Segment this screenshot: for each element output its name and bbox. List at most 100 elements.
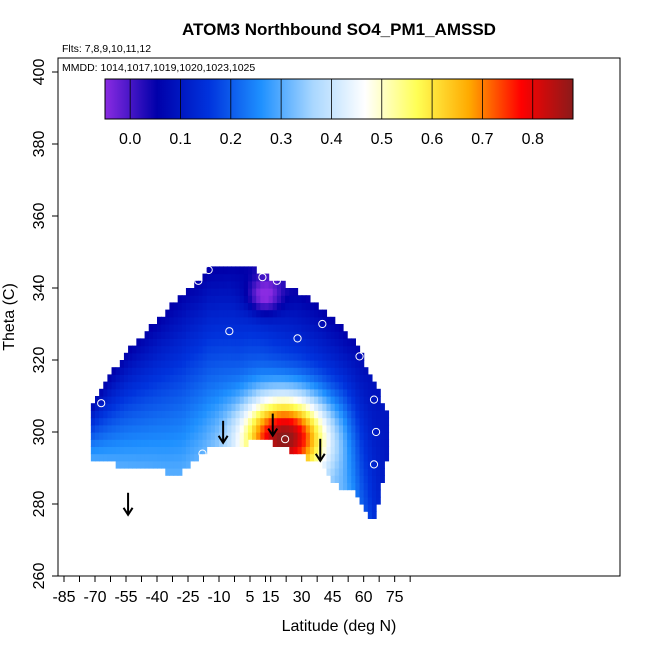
- heatmap-cell: [243, 345, 249, 354]
- heatmap-cell: [161, 403, 166, 411]
- heatmap-cell: [223, 352, 228, 361]
- heatmap-cell: [334, 374, 340, 383]
- heatmap-cell: [235, 345, 241, 354]
- heatmap-cell: [223, 345, 228, 354]
- heatmap-cell: [252, 410, 257, 419]
- heatmap-cell: [318, 403, 323, 411]
- heatmap-cell: [276, 295, 282, 303]
- heatmap-cell: [136, 417, 142, 426]
- heatmap-cell: [305, 309, 311, 318]
- heatmap-cell: [309, 388, 315, 397]
- heatmap-cell: [144, 367, 150, 375]
- heatmap-cell: [157, 417, 162, 426]
- heatmap-cell: [202, 295, 208, 303]
- heatmap-cell: [194, 331, 199, 339]
- heatmap-cell: [115, 432, 121, 440]
- heatmap-cell: [314, 417, 319, 426]
- heatmap-cell: [260, 338, 266, 347]
- heatmap-cell: [169, 410, 175, 419]
- heatmap-cell: [194, 396, 199, 404]
- heatmap-cell: [289, 432, 294, 440]
- heatmap-cell: [177, 345, 183, 354]
- heatmap-cell: [305, 374, 311, 383]
- heatmap-cell: [157, 374, 162, 383]
- heatmap-cell: [173, 302, 179, 311]
- heatmap-cell: [161, 360, 166, 368]
- heatmap-cell: [256, 295, 261, 303]
- heatmap-cell: [148, 367, 154, 375]
- heatmap-cell: [297, 316, 303, 325]
- heatmap-cell: [289, 403, 294, 411]
- heatmap-cell: [305, 388, 311, 397]
- heatmap-cell: [355, 453, 361, 462]
- heatmap-cell: [194, 424, 199, 433]
- heatmap-cell: [359, 381, 365, 390]
- heatmap-cell: [314, 446, 319, 455]
- heatmap-cell: [309, 381, 315, 390]
- x-tick-label: -55: [114, 589, 137, 606]
- heatmap-cell: [140, 388, 146, 397]
- heatmap-cell: [190, 324, 195, 332]
- heatmap-cell: [169, 453, 175, 462]
- heatmap-cell: [330, 352, 336, 361]
- heatmap-cell: [301, 410, 307, 419]
- heatmap-cell: [185, 367, 191, 375]
- heatmap-cell: [318, 388, 323, 397]
- heatmap-cell: [123, 367, 129, 375]
- heatmap-cell: [301, 388, 307, 397]
- heatmap-cell: [239, 374, 245, 383]
- heatmap-cell: [247, 280, 253, 289]
- heatmap-cell: [367, 475, 373, 483]
- y-tick-label: 260: [31, 563, 48, 590]
- heatmap-cell: [314, 432, 319, 440]
- heatmap-cell: [363, 504, 369, 512]
- heatmap-cell: [276, 352, 282, 361]
- heatmap-cell: [119, 417, 125, 426]
- heatmap-cell: [309, 403, 315, 411]
- heatmap-cell: [157, 338, 162, 347]
- heatmap-cell: [330, 432, 336, 440]
- heatmap-cell: [206, 273, 212, 282]
- heatmap-cell: [252, 324, 257, 332]
- heatmap-cell: [90, 410, 96, 419]
- heatmap-cell: [264, 374, 270, 383]
- heatmap-cell: [165, 352, 170, 361]
- heatmap-cell: [330, 374, 336, 383]
- heatmap-cell: [252, 352, 257, 361]
- heatmap-cell: [219, 432, 224, 440]
- heatmap-cell: [194, 295, 199, 303]
- heatmap-cell: [227, 273, 232, 282]
- heatmap-cell: [264, 424, 270, 433]
- heatmap-cell: [322, 446, 328, 455]
- heatmap-cell: [123, 352, 129, 361]
- heatmap-cell: [194, 302, 199, 311]
- heatmap-cell: [268, 417, 274, 426]
- heatmap-cell: [305, 396, 311, 404]
- heatmap-cell: [177, 309, 183, 318]
- heatmap-cell: [90, 417, 96, 426]
- heatmap-cell: [231, 295, 237, 303]
- heatmap-cell: [243, 302, 249, 311]
- heatmap-cell: [334, 388, 340, 397]
- heatmap-cell: [136, 388, 142, 397]
- heatmap-cell: [165, 367, 170, 375]
- heatmap-cell: [140, 410, 146, 419]
- heatmap-cell: [264, 295, 270, 303]
- heatmap-cell: [210, 352, 216, 361]
- sample-point: [281, 435, 290, 444]
- heatmap-cell: [235, 316, 241, 325]
- heatmap-cell: [359, 482, 365, 491]
- heatmap-cell: [198, 338, 204, 347]
- heatmap-cell: [359, 403, 365, 411]
- heatmap-cell: [281, 396, 286, 404]
- heatmap-cell: [140, 453, 146, 462]
- heatmap-cell: [202, 424, 208, 433]
- heatmap-cell: [301, 324, 307, 332]
- heatmap-cell: [235, 352, 241, 361]
- heatmap-cell: [243, 295, 249, 303]
- heatmap-cell: [231, 381, 237, 390]
- heatmap-cell: [371, 381, 377, 390]
- flights-subtitle: Flts: 7,8,9,10,11,12: [62, 43, 151, 55]
- heatmap-cell: [363, 417, 369, 426]
- heatmap-cell: [227, 410, 232, 419]
